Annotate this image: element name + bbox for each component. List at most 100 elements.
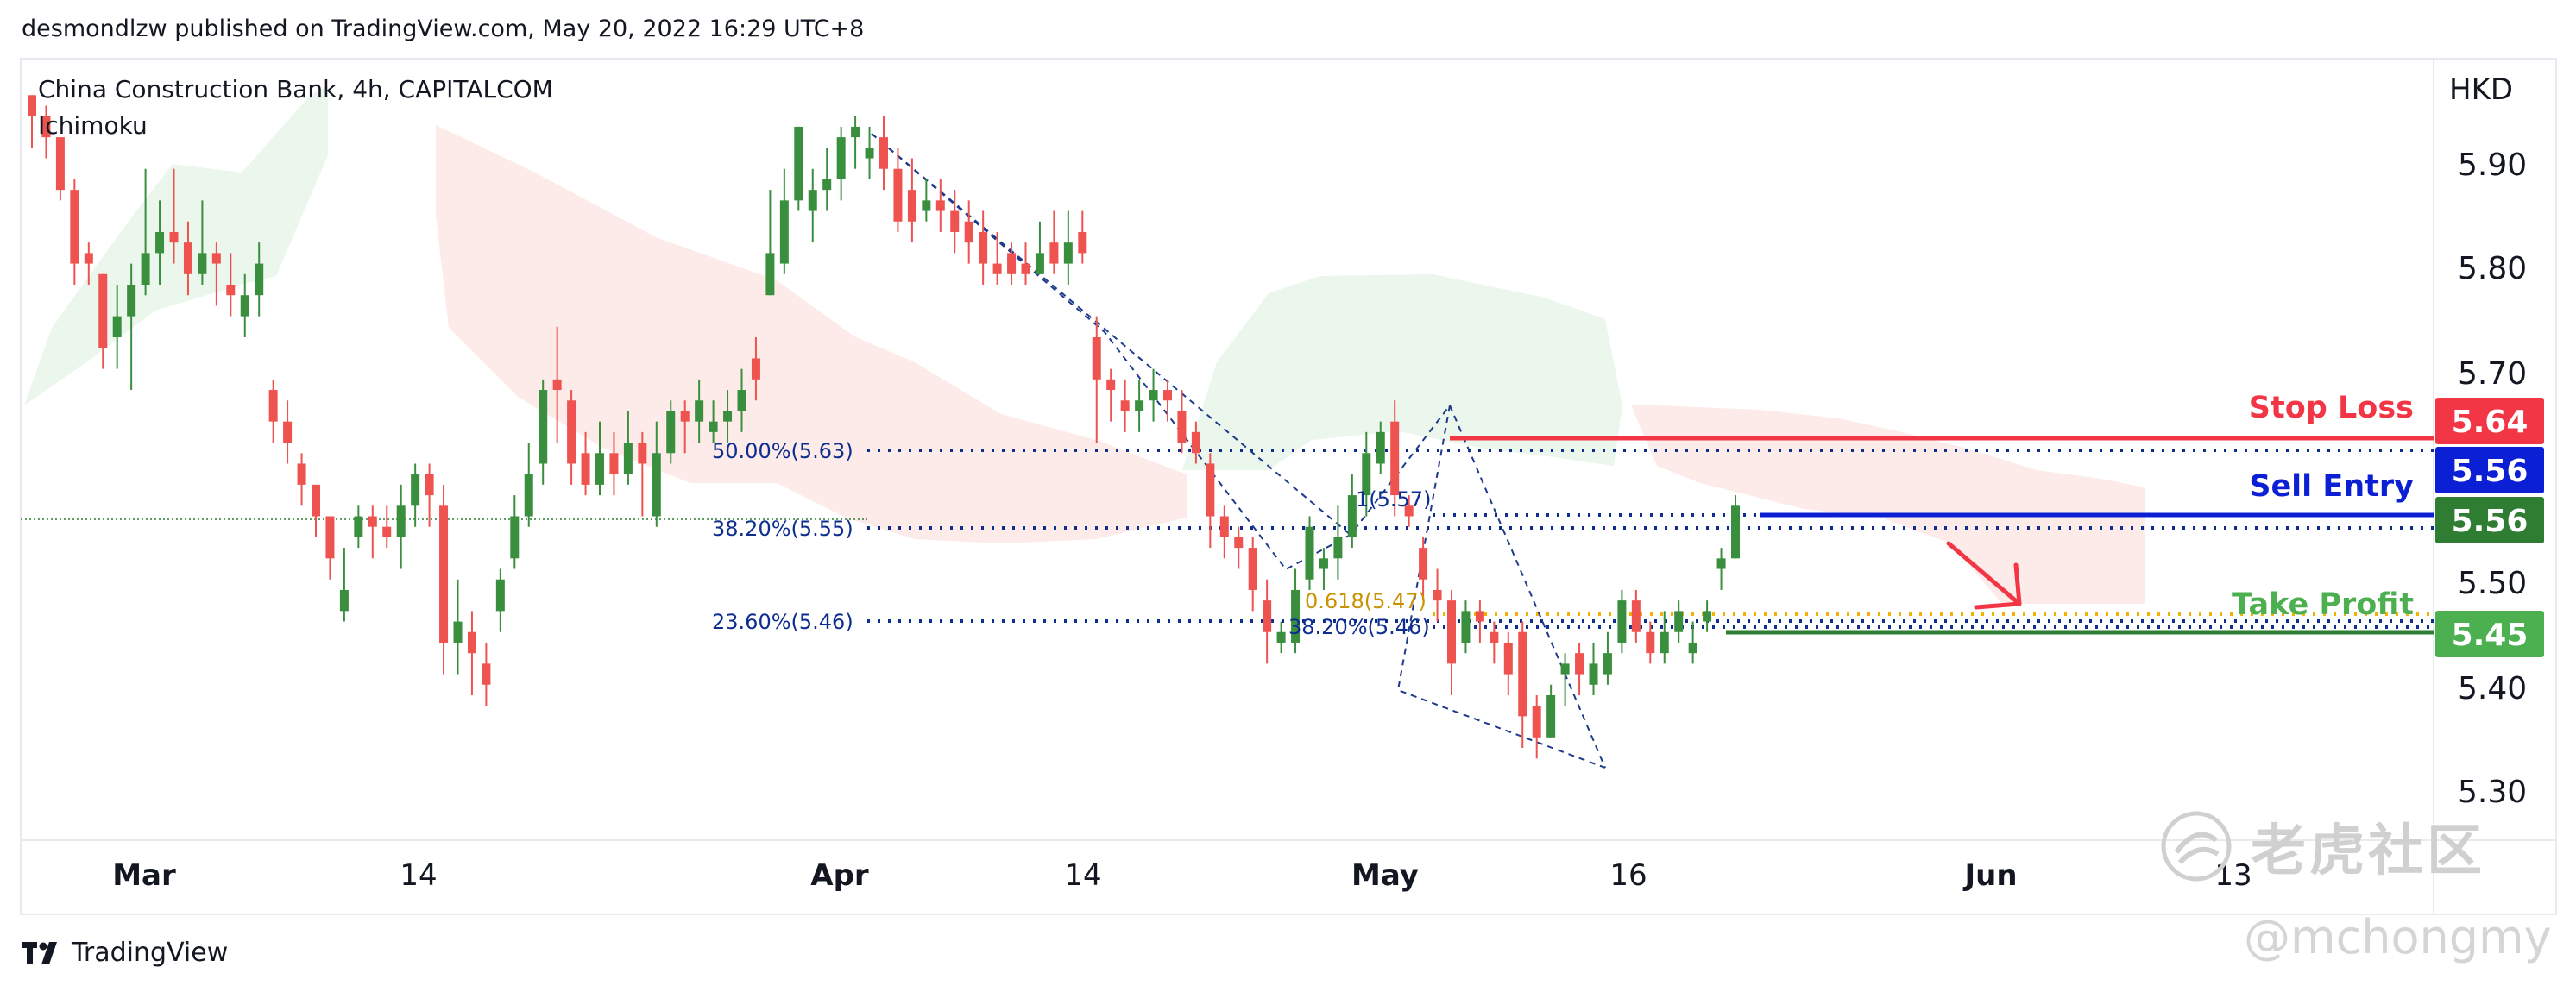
candle-body bbox=[1617, 600, 1627, 643]
candle-body bbox=[70, 190, 79, 264]
candle-body bbox=[1135, 400, 1144, 411]
candle-body bbox=[1007, 253, 1017, 274]
candle-body bbox=[1376, 431, 1385, 464]
candle-body bbox=[1433, 589, 1442, 601]
candle-body bbox=[268, 390, 278, 422]
x-tick: 16 bbox=[1609, 858, 1647, 893]
candle-body bbox=[1688, 642, 1697, 654]
candle-body bbox=[1219, 516, 1229, 537]
y-tick: 5.70 bbox=[2458, 356, 2527, 392]
price-badges: 5.64 5.56 5.56 5.45 bbox=[2435, 398, 2544, 657]
candle-body bbox=[709, 421, 718, 432]
chart-pane-border bbox=[20, 58, 2557, 915]
candle-body bbox=[1404, 505, 1414, 517]
candle-body bbox=[41, 116, 51, 138]
candle-body bbox=[240, 295, 249, 317]
candle-body bbox=[1063, 242, 1073, 264]
candle-body bbox=[1333, 537, 1343, 559]
candle-body bbox=[695, 400, 704, 422]
candle-body bbox=[623, 443, 633, 474]
candle-body bbox=[1149, 390, 1158, 401]
candle-body bbox=[1490, 631, 1499, 643]
candle-body bbox=[808, 190, 817, 211]
candle-body bbox=[1646, 631, 1655, 654]
take-profit-badge bbox=[2435, 611, 2544, 657]
stop-loss-value: 5.64 bbox=[2452, 405, 2529, 440]
candle-body bbox=[84, 253, 93, 264]
last-price-value: 5.56 bbox=[2452, 504, 2529, 539]
x-tick: 14 bbox=[1064, 858, 1101, 893]
candle-body bbox=[1206, 463, 1215, 517]
candle-body bbox=[439, 505, 449, 643]
tiger-logo-icon bbox=[2161, 811, 2232, 882]
candle-body bbox=[1362, 453, 1371, 496]
candle-body bbox=[1447, 600, 1456, 664]
x-tick: Jun bbox=[1962, 858, 2017, 893]
watermark-brand-text: 老虎社区 bbox=[2251, 819, 2485, 883]
candle-body bbox=[552, 379, 562, 391]
candle-body bbox=[1518, 631, 1527, 717]
candle-body bbox=[127, 284, 136, 317]
candle-body bbox=[255, 263, 264, 296]
candle-body bbox=[907, 190, 916, 222]
candle-body bbox=[1546, 694, 1556, 738]
candle-body bbox=[368, 516, 377, 527]
y-tick: 5.40 bbox=[2458, 671, 2527, 706]
sell-entry-value: 5.56 bbox=[2452, 454, 2529, 489]
kumo-bullish-2 bbox=[1182, 274, 1622, 470]
candle-body bbox=[1589, 663, 1598, 685]
candle-body bbox=[1475, 611, 1484, 622]
currency-label: HKD bbox=[2449, 72, 2513, 107]
candle-body bbox=[1163, 390, 1172, 401]
candle-body bbox=[354, 516, 363, 537]
kumo-bearish-2 bbox=[1631, 405, 2145, 604]
candle-body bbox=[1291, 589, 1301, 643]
candle-body bbox=[1305, 526, 1314, 580]
candle-body bbox=[1703, 611, 1712, 622]
candle-body bbox=[680, 411, 690, 422]
candle-body bbox=[666, 411, 676, 454]
candle-body bbox=[1021, 263, 1030, 274]
fib-label-38: 38.20%(5.55) bbox=[712, 517, 853, 541]
candle-body bbox=[1575, 653, 1584, 675]
fib-label-23: 23.60%(5.46) bbox=[712, 610, 853, 634]
y-tick: 5.50 bbox=[2458, 566, 2527, 601]
candle-body bbox=[396, 505, 406, 537]
candle-body bbox=[112, 316, 122, 338]
candle-body bbox=[652, 453, 661, 517]
candle-body bbox=[141, 253, 150, 285]
candle-body bbox=[737, 390, 746, 411]
candle-body bbox=[794, 126, 803, 201]
candle-body bbox=[609, 453, 619, 474]
candle-body bbox=[539, 390, 548, 464]
candle-body bbox=[950, 210, 960, 232]
kumo-bearish-1 bbox=[436, 125, 1187, 543]
candle-body bbox=[524, 474, 533, 517]
candle-body bbox=[211, 253, 221, 264]
candle-body bbox=[453, 621, 463, 643]
candles bbox=[28, 95, 1740, 759]
y-tick: 5.30 bbox=[2458, 775, 2527, 810]
chart-title: China Construction Bank, 4h, CAPITALCOM bbox=[38, 75, 553, 104]
candle-body bbox=[964, 221, 973, 243]
candle-body bbox=[198, 253, 207, 274]
candle-body bbox=[155, 231, 165, 254]
fib-label-0618: 0.618(5.47) bbox=[1305, 589, 1427, 613]
candle-body bbox=[1191, 431, 1200, 454]
candle-body bbox=[1731, 505, 1740, 559]
price-axis-ticks: 5.90 5.80 5.70 5.50 5.40 5.30 bbox=[2458, 148, 2527, 810]
candle-body bbox=[382, 526, 392, 537]
tradingview-footer[interactable]: TradingView bbox=[22, 938, 228, 968]
candle-body bbox=[1347, 495, 1357, 537]
tradingview-logo-icon bbox=[22, 941, 57, 964]
candle-body bbox=[183, 242, 192, 274]
fib-label-1: 1(5.57) bbox=[1356, 487, 1431, 512]
candle-body bbox=[1603, 653, 1612, 675]
candle-body bbox=[822, 179, 832, 191]
candle-body bbox=[751, 358, 760, 380]
x-tick: Apr bbox=[810, 858, 869, 893]
y-tick: 5.80 bbox=[2458, 251, 2527, 286]
fib-label-50: 50.00%(5.63) bbox=[712, 439, 853, 463]
time-axis-ticks: Mar 14 Apr 14 May 16 Jun 13 bbox=[112, 858, 2252, 893]
